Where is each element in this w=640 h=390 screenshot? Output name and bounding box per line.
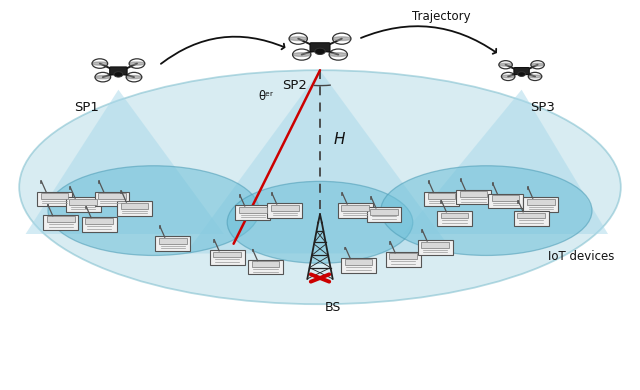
Text: SP2: SP2 bbox=[282, 79, 307, 92]
Text: SP1: SP1 bbox=[74, 101, 99, 113]
FancyBboxPatch shape bbox=[44, 215, 78, 230]
Bar bbox=[422, 242, 449, 248]
Circle shape bbox=[518, 72, 525, 76]
Ellipse shape bbox=[292, 53, 311, 57]
FancyBboxPatch shape bbox=[338, 203, 372, 218]
Circle shape bbox=[315, 48, 325, 55]
Ellipse shape bbox=[329, 53, 348, 57]
Text: BS: BS bbox=[324, 301, 341, 314]
FancyBboxPatch shape bbox=[386, 252, 420, 267]
Circle shape bbox=[114, 72, 123, 77]
FancyBboxPatch shape bbox=[95, 191, 129, 206]
Text: Trajectory: Trajectory bbox=[412, 11, 471, 23]
Bar bbox=[345, 259, 372, 265]
Bar bbox=[492, 195, 519, 201]
Ellipse shape bbox=[19, 70, 621, 304]
Bar bbox=[86, 218, 113, 224]
Bar bbox=[121, 203, 148, 209]
Ellipse shape bbox=[129, 62, 145, 65]
Bar bbox=[441, 213, 468, 218]
Ellipse shape bbox=[531, 63, 545, 66]
Ellipse shape bbox=[126, 76, 142, 79]
Bar bbox=[99, 193, 125, 199]
FancyBboxPatch shape bbox=[310, 43, 330, 52]
FancyBboxPatch shape bbox=[418, 240, 452, 255]
FancyBboxPatch shape bbox=[210, 250, 244, 265]
FancyBboxPatch shape bbox=[367, 207, 401, 222]
Ellipse shape bbox=[499, 63, 512, 66]
FancyBboxPatch shape bbox=[437, 211, 472, 226]
Text: SP3: SP3 bbox=[531, 101, 555, 113]
Ellipse shape bbox=[381, 166, 592, 255]
Bar bbox=[239, 207, 266, 213]
Bar bbox=[70, 199, 97, 205]
Bar bbox=[271, 205, 298, 211]
Ellipse shape bbox=[289, 37, 307, 41]
FancyBboxPatch shape bbox=[117, 201, 152, 216]
Ellipse shape bbox=[48, 166, 259, 255]
Bar bbox=[428, 193, 455, 199]
FancyBboxPatch shape bbox=[66, 197, 100, 212]
Ellipse shape bbox=[502, 75, 515, 78]
Ellipse shape bbox=[227, 181, 413, 263]
Ellipse shape bbox=[95, 76, 111, 79]
FancyBboxPatch shape bbox=[82, 217, 116, 232]
Bar bbox=[390, 254, 417, 259]
Polygon shape bbox=[186, 70, 454, 254]
Bar bbox=[47, 216, 74, 222]
Ellipse shape bbox=[528, 75, 541, 78]
Bar bbox=[518, 213, 545, 218]
FancyBboxPatch shape bbox=[236, 205, 270, 220]
FancyBboxPatch shape bbox=[248, 260, 283, 275]
FancyBboxPatch shape bbox=[524, 197, 558, 212]
Bar bbox=[214, 252, 241, 257]
FancyBboxPatch shape bbox=[514, 211, 548, 226]
Polygon shape bbox=[26, 90, 224, 234]
Text: θᵉʳ: θᵉʳ bbox=[258, 90, 273, 103]
FancyBboxPatch shape bbox=[268, 203, 302, 218]
FancyBboxPatch shape bbox=[488, 193, 523, 208]
Bar bbox=[371, 209, 397, 214]
FancyBboxPatch shape bbox=[156, 236, 190, 251]
FancyBboxPatch shape bbox=[37, 191, 72, 206]
FancyBboxPatch shape bbox=[514, 67, 529, 74]
FancyBboxPatch shape bbox=[341, 258, 376, 273]
Bar bbox=[41, 193, 68, 199]
Bar bbox=[527, 199, 554, 205]
Bar bbox=[342, 205, 369, 211]
FancyBboxPatch shape bbox=[109, 67, 127, 75]
Text: H: H bbox=[334, 132, 346, 147]
Polygon shape bbox=[403, 90, 608, 234]
Ellipse shape bbox=[333, 37, 351, 41]
Text: IoT devices: IoT devices bbox=[548, 250, 614, 262]
Ellipse shape bbox=[92, 62, 108, 65]
FancyBboxPatch shape bbox=[456, 190, 491, 204]
Bar bbox=[159, 238, 186, 244]
Bar bbox=[460, 191, 487, 197]
FancyBboxPatch shape bbox=[424, 191, 459, 206]
Bar bbox=[252, 261, 279, 267]
